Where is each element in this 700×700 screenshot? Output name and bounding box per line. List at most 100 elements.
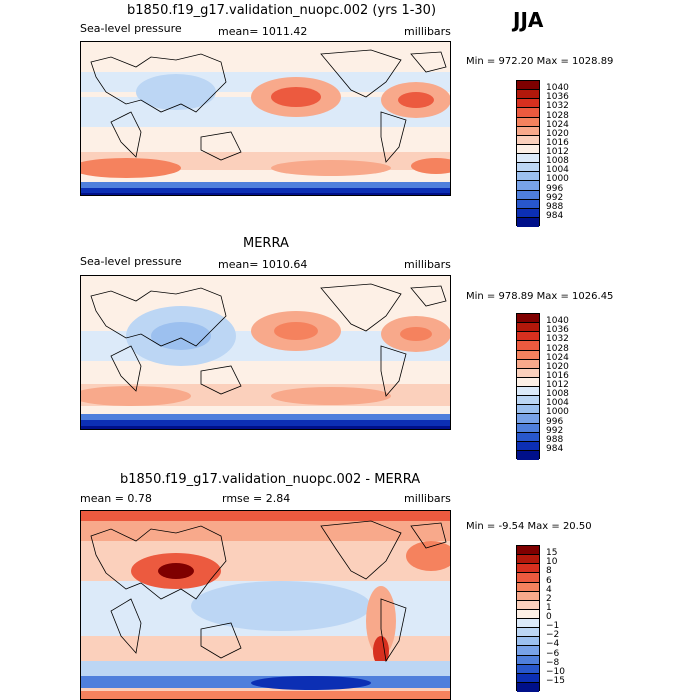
colorbar-swatch [517, 414, 539, 424]
colorbar-tick-label: 1008 [546, 156, 569, 167]
merra-slp-map [80, 275, 451, 430]
colorbar-tick-label: 1024 [546, 119, 569, 130]
colorbar-swatch [517, 405, 539, 415]
colorbar-tick-label: 1036 [546, 325, 569, 336]
season-label: JJA [513, 8, 544, 32]
colorbar-swatch [517, 217, 539, 227]
colorbar-tick-label: 15 [546, 548, 558, 559]
colorbar-swatch [517, 600, 539, 610]
colorbar-tick-label: 992 [546, 192, 564, 203]
colorbar-tick-label: 1004 [546, 398, 569, 409]
colorbar-tick-label: −8 [546, 657, 560, 668]
colorbar-swatch [517, 664, 539, 674]
colorbar-swatch [517, 181, 539, 191]
colorbar-swatch [517, 423, 539, 433]
units-label: millibars [404, 258, 451, 271]
colorbar-tick-label: 1032 [546, 101, 569, 112]
colorbar-tick-label: 996 [546, 416, 564, 427]
colorbar-swatch [517, 108, 539, 118]
colorbar-swatch [517, 126, 539, 136]
units-label: millibars [404, 492, 451, 505]
panel-title: MERRA [243, 236, 289, 251]
colorbar-swatch [517, 144, 539, 154]
colorbar-tick-label: 984 [546, 210, 564, 221]
colorbar [516, 313, 540, 460]
colorbar-tick-label: −1 [546, 621, 560, 632]
colorbar-tick-label: 1012 [546, 147, 569, 157]
difference-slp-map [80, 510, 451, 700]
colorbar-tick-label: 1000 [546, 407, 569, 418]
colorbar-tick-label: 1016 [546, 137, 569, 148]
colorbar-tick-label: 10 [546, 557, 558, 568]
colorbar-swatch [517, 350, 539, 360]
colorbar-swatch [517, 314, 539, 324]
colorbar [516, 545, 540, 692]
colorbar-swatch [517, 377, 539, 387]
minmax-label: Min = -9.54 Max = 20.50 [466, 521, 592, 532]
colorbar-swatch [517, 591, 539, 601]
colorbar-tick-label: 1020 [546, 128, 569, 139]
colorbar-swatch [517, 323, 539, 333]
colorbar-tick-label: 1000 [546, 174, 569, 185]
colorbar-swatch [517, 359, 539, 369]
colorbar-tick-label: −4 [546, 639, 560, 650]
colorbar [516, 80, 540, 227]
colorbar-swatch [517, 368, 539, 378]
colorbar-swatch [517, 154, 539, 164]
colorbar-tick-label: 2 [546, 593, 552, 604]
colorbar-tick-label: 8 [546, 566, 552, 577]
colorbar-tick-label: 1 [546, 602, 552, 613]
colorbar-tick-label: 1016 [546, 370, 569, 381]
colorbar-tick-label: 1028 [546, 343, 569, 354]
colorbar-tick-label: 1020 [546, 361, 569, 372]
colorbar-swatch [517, 619, 539, 629]
colorbar-swatch [517, 646, 539, 656]
colorbar-swatch [517, 582, 539, 592]
colorbar-swatch [517, 190, 539, 200]
panel-title: b1850.f19_g17.validation_nuopc.002 - MER… [120, 472, 421, 487]
colorbar-tick-label: 1040 [546, 83, 569, 94]
colorbar-tick-label: 1012 [546, 380, 569, 390]
colorbar-tick-label: −2 [546, 630, 560, 641]
minmax-label: Min = 978.89 Max = 1026.45 [466, 291, 614, 302]
colorbar-tick-label: 6 [546, 575, 552, 586]
colorbar-swatch [517, 387, 539, 397]
panel-title: b1850.f19_g17.validation_nuopc.002 (yrs … [127, 3, 437, 18]
colorbar-swatch [517, 673, 539, 683]
colorbar-swatch [517, 682, 539, 692]
colorbar-tick-label: 1032 [546, 334, 569, 345]
colorbar-tick-label: 1008 [546, 389, 569, 400]
mean-label: mean = 0.78 [80, 492, 152, 505]
colorbar-swatch [517, 628, 539, 638]
colorbar-swatch [517, 432, 539, 442]
colorbar-swatch [517, 172, 539, 182]
rmse-label: rmse = 2.84 [222, 492, 291, 505]
colorbar-swatch [517, 655, 539, 665]
colorbar-swatch [517, 450, 539, 460]
colorbar-tick-label: 1040 [546, 316, 569, 327]
mean-label: mean= 1010.64 [218, 258, 308, 271]
mean-label: mean= 1011.42 [218, 25, 308, 38]
colorbar-tick-label: 984 [546, 443, 564, 454]
colorbar-tick-label: 1024 [546, 352, 569, 363]
colorbar-swatch [517, 163, 539, 173]
colorbar-swatch [517, 564, 539, 574]
colorbar-tick-label: −6 [546, 648, 560, 659]
colorbar-swatch [517, 637, 539, 647]
colorbar-swatch [517, 441, 539, 451]
colorbar-swatch [517, 341, 539, 351]
colorbar-tick-label: 1028 [546, 110, 569, 121]
colorbar-swatch [517, 90, 539, 100]
variable-label: Sea-level pressure [80, 22, 182, 35]
colorbar-tick-label: 988 [546, 201, 564, 212]
colorbar-swatch [517, 609, 539, 619]
colorbar-tick-label: −15 [546, 675, 565, 686]
colorbar-tick-label: −10 [546, 666, 565, 677]
colorbar-tick-label: 1036 [546, 92, 569, 103]
colorbar-swatch [517, 546, 539, 556]
colorbar-tick-label: 1004 [546, 165, 569, 176]
colorbar-swatch [517, 396, 539, 406]
colorbar-swatch [517, 555, 539, 565]
colorbar-tick-label: 4 [546, 584, 552, 595]
colorbar-swatch [517, 332, 539, 342]
